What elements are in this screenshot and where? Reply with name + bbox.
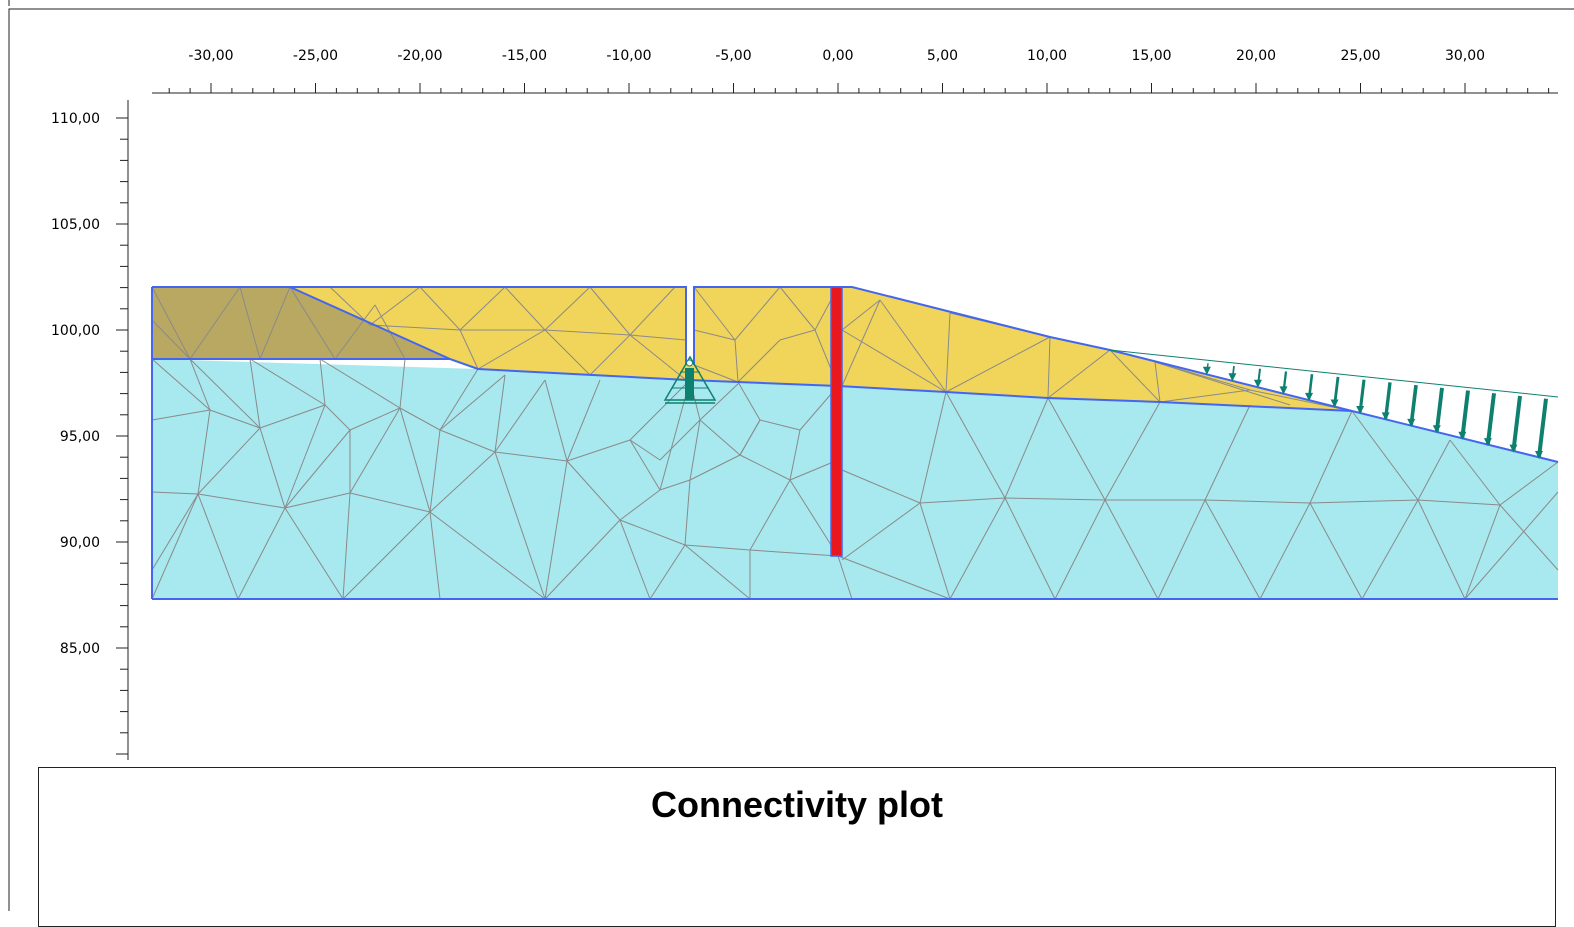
distributed-load-arrow-icon: [1409, 384, 1418, 426]
x-tick-label: -30,00: [188, 48, 233, 64]
x-tick-label: -15,00: [502, 48, 547, 64]
x-axis-ruler: [152, 83, 1558, 94]
upper-soil-cluster[interactable]: [290, 287, 1352, 411]
y-tick-label: 110,00: [51, 111, 100, 127]
y-tick-label: 100,00: [51, 323, 100, 339]
soil-clusters: [152, 287, 1558, 599]
distributed-load[interactable]: [1109, 349, 1559, 460]
distributed-load-arrow-icon: [1434, 387, 1444, 432]
x-tick-label: 20,00: [1236, 48, 1276, 64]
x-tick-label: 0,00: [822, 48, 853, 64]
distributed-load-arrow-icon: [1485, 393, 1496, 445]
y-tick-label: 85,00: [60, 641, 100, 657]
y-tick-label: 95,00: [60, 429, 100, 445]
x-tick-label: 15,00: [1131, 48, 1171, 64]
legend-panel: Connectivity plot: [38, 767, 1556, 927]
x-tick-label: 30,00: [1445, 48, 1485, 64]
distributed-load-arrow-icon: [1537, 398, 1548, 458]
x-tick-label: 5,00: [927, 48, 958, 64]
x-tick-label: -5,00: [715, 48, 751, 64]
x-tick-label: 10,00: [1027, 48, 1067, 64]
geometry-boundaries: [151, 286, 1559, 600]
sheet-pile-wall[interactable]: [830, 286, 843, 557]
x-tick-label: -25,00: [293, 48, 338, 64]
distributed-load-arrow-icon: [1511, 395, 1522, 451]
y-axis-ruler: [116, 100, 129, 760]
x-axis-labels: -30,00 -25,00 -20,00 -15,00 -10,00 -5,00 0,00 5…: [188, 48, 1485, 64]
distributed-load-arrow-icon: [1384, 382, 1392, 419]
distributed-load-arrow-icon: [1460, 390, 1470, 438]
lower-soil-cluster[interactable]: [152, 359, 1558, 599]
x-tick-label: 25,00: [1340, 48, 1380, 64]
x-tick-label: -10,00: [606, 48, 651, 64]
plot-title: Connectivity plot: [650, 784, 943, 825]
y-tick-label: 105,00: [51, 217, 100, 233]
anchor-support-icon[interactable]: [663, 355, 717, 404]
x-tick-label: -20,00: [397, 48, 442, 64]
y-tick-label: 90,00: [60, 535, 100, 551]
dark-soil-cluster[interactable]: [152, 287, 450, 359]
y-axis-labels: 110,00 105,00 100,00 95,00 90,00 85,00: [51, 111, 100, 657]
finite-element-mesh: [151, 286, 1559, 600]
